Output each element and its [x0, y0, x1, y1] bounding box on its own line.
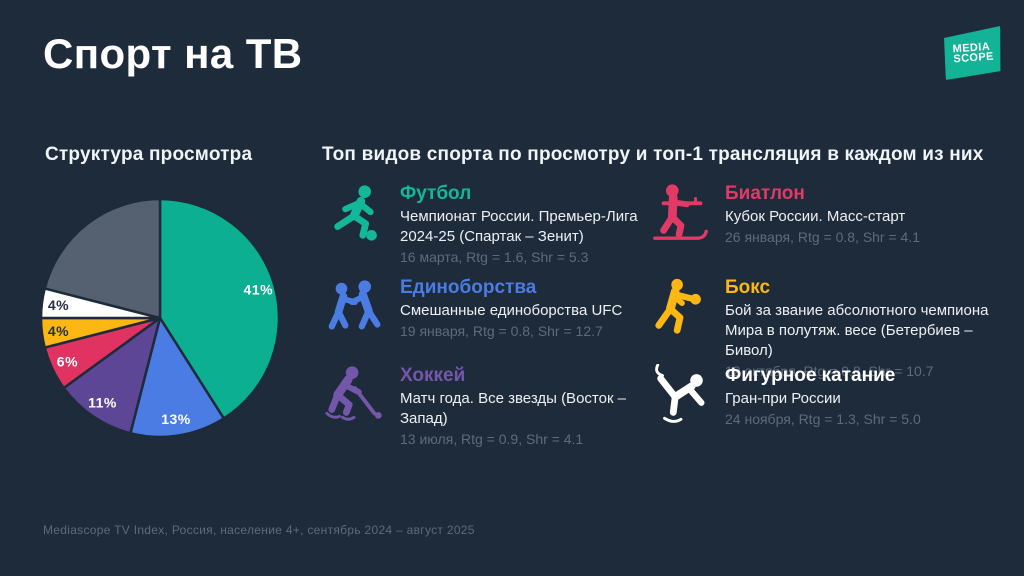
footballer-icon: [325, 182, 387, 244]
viewing-structure-heading: Структура просмотра: [45, 144, 253, 165]
wrestlers-icon: [325, 276, 387, 338]
mediascope-logo-text-line2: SCOPE: [952, 50, 995, 66]
sports-list: Футбол Чемпионат России. Премьер-Лига 20…: [325, 182, 1024, 449]
sport-title: Футбол: [400, 183, 472, 204]
pie-slice-label: 4%: [48, 297, 69, 313]
sport-meta: 19 января, Rtg = 0.8, Shr = 12.7: [400, 323, 603, 339]
sport-title: Бокс: [725, 277, 771, 298]
top-sports-heading: Топ видов спорта по просмотру и топ-1 тр…: [322, 144, 984, 165]
sport-text: Бокс Бой за звание абсолютного чемпиона …: [725, 276, 1024, 381]
sport-text: Биатлон Кубок России. Масс-старт 26 янва…: [725, 182, 920, 247]
hockey-player-icon: [325, 364, 387, 426]
pie-slice: [62, 316, 162, 435]
sport-description: Гран-при России: [725, 390, 841, 407]
sport-text: Хоккей Матч года. Все звезды (Восток – З…: [400, 364, 650, 449]
sport-item: Единоборства Смешанные единоборства UFC …: [325, 276, 650, 364]
sport-meta: 16 марта, Rtg = 1.6, Shr = 5.3: [400, 249, 589, 265]
sport-item: Хоккей Матч года. Все звезды (Восток – З…: [325, 364, 650, 449]
pie-slice-label: 4%: [48, 323, 69, 339]
sport-meta: 26 января, Rtg = 0.8, Shr = 4.1: [725, 229, 921, 245]
pie-slice-label: 11%: [88, 395, 117, 411]
sport-description: Кубок России. Масс-старт: [725, 208, 906, 225]
sport-item: Бокс Бой за звание абсолютного чемпиона …: [650, 276, 1024, 379]
pie-slice-label: 6%: [57, 354, 78, 370]
sport-description: Бой за звание абсолютного чемпиона Мира …: [725, 302, 989, 359]
sport-text: Футбол Чемпионат России. Премьер-Лига 20…: [400, 182, 650, 267]
page-title: Спорт на ТВ: [43, 30, 303, 77]
sport-item: Фигурное катание Гран-при России 24 нояб…: [650, 364, 1024, 449]
pie-slice-label: 13%: [161, 411, 191, 427]
sport-text: Единоборства Смешанные единоборства UFC …: [400, 276, 622, 341]
sport-description: Смешанные единоборства UFC: [400, 302, 623, 319]
figure-skater-icon: [650, 364, 712, 426]
sport-item: Биатлон Кубок России. Масс-старт 26 янва…: [650, 182, 1024, 276]
pie-slice: [129, 316, 226, 439]
boxer-icon: [650, 276, 712, 338]
biathlete-icon: [650, 182, 712, 244]
sport-title: Единоборства: [400, 277, 537, 298]
sport-item: Футбол Чемпионат России. Премьер-Лига 20…: [325, 182, 650, 276]
sport-title: Хоккей: [400, 365, 466, 386]
viewing-structure-pie-chart: 41% 13% 11% 6% 4% 4%: [39, 197, 281, 439]
pie-slice-label: 41%: [244, 281, 274, 297]
mediascope-logo: MEDIA SCOPE: [942, 26, 1003, 80]
sport-text: Фигурное катание Гран-при России 24 нояб…: [725, 364, 921, 429]
pie-slice: [43, 197, 162, 320]
sport-title: Фигурное катание: [725, 365, 896, 386]
sport-description: Матч года. Все звезды (Восток – Запад): [400, 390, 627, 427]
sport-meta: 24 ноября, Rtg = 1.3, Shr = 5.0: [725, 411, 921, 427]
sport-title: Биатлон: [725, 183, 805, 204]
source-note: Mediascope TV Index, Россия, население 4…: [43, 523, 475, 537]
sport-meta: 12 октября, Rtg = 0.8, Shr = 10.7: [725, 363, 934, 379]
sport-description: Чемпионат России. Премьер-Лига 2024-25 (…: [400, 208, 638, 245]
sport-meta: 13 июля, Rtg = 0.9, Shr = 4.1: [400, 431, 584, 447]
